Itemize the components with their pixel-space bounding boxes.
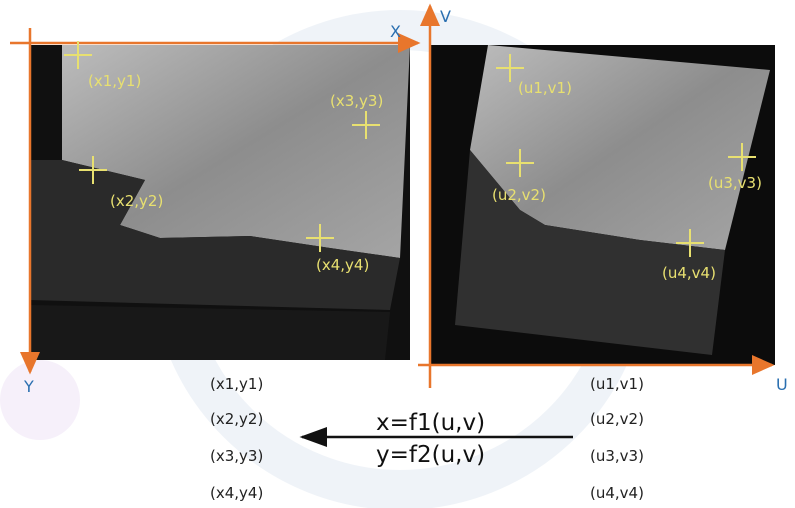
x-axis-label: X [390,22,401,41]
right-image [430,45,775,365]
diagram: X Y V U (x1,y1) (x2,y2) (x3,y3) (x4,y4) … [0,0,795,508]
list-item: (u4,v4) [590,484,644,502]
point-label: (u1,v1) [518,79,572,97]
point-label: (u2,v2) [492,186,546,204]
list-item: (x1,y1) [210,375,263,393]
point-label: (x3,y3) [330,92,383,110]
point-label: (x1,y1) [88,72,141,90]
u-axis-label: U [776,375,788,394]
point-label: (u3,v3) [708,174,762,192]
point-label: (u4,v4) [662,264,716,282]
list-item: (u3,v3) [590,447,644,465]
v-axis-label: V [440,7,451,26]
list-item: (u2,v2) [590,410,644,428]
point-label: (x2,y2) [110,192,163,210]
y-axis-label: Y [23,377,34,396]
point-label: (x4,y4) [316,256,369,274]
list-item: (x2,y2) [210,410,263,428]
list-item: (x4,y4) [210,484,263,502]
list-item: (x3,y3) [210,447,263,465]
list-item: (u1,v1) [590,375,644,393]
equation: y=f2(u,v) [376,442,485,468]
equation: x=f1(u,v) [376,410,485,436]
